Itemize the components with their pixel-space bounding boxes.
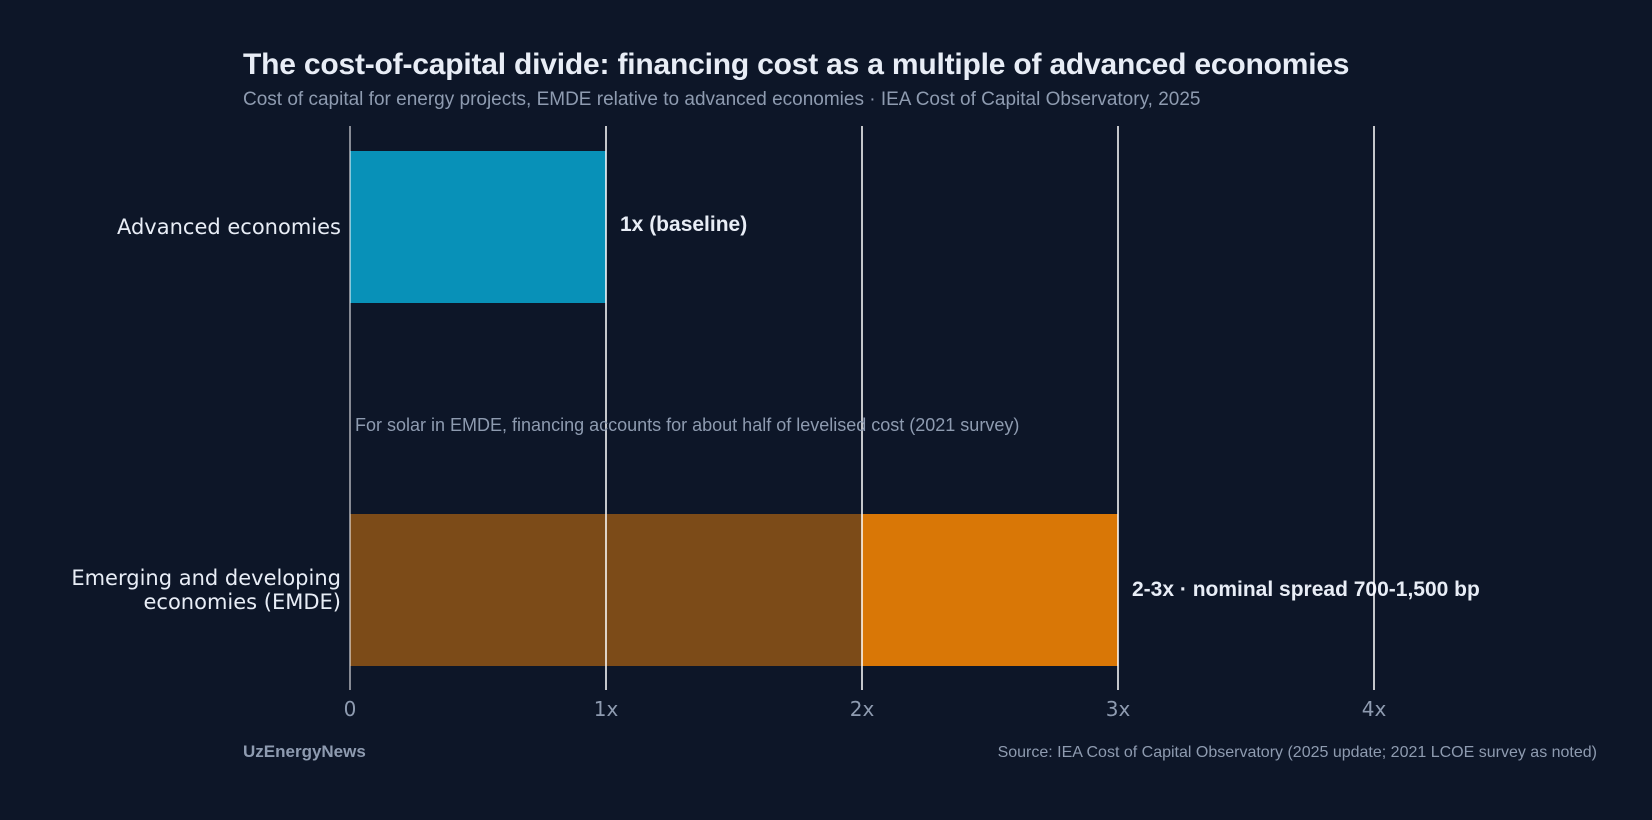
x-tick-label-1x: 1x	[594, 697, 619, 721]
bar-segment-1-1	[862, 514, 1118, 666]
x-tick-label-4x: 4x	[1362, 697, 1387, 721]
chart-title: The cost-of-capital divide: financing co…	[243, 48, 1350, 81]
x-tick-label-2x: 2x	[850, 697, 875, 721]
category-label-0: Advanced economies	[117, 215, 341, 239]
chart-subtitle: Cost of capital for energy projects, EMD…	[243, 89, 1201, 110]
bar-segment-0-0	[350, 151, 606, 303]
source-note: Source: IEA Cost of Capital Observatory …	[997, 744, 1597, 761]
value-label-0: 1x (baseline)	[620, 213, 747, 236]
chart-annotation: For solar in EMDE, financing accounts fo…	[355, 415, 1019, 435]
brand-logo-text: UzEnergyNews	[243, 742, 366, 761]
category-label-1: Emerging and developing economies (EMDE)	[71, 566, 341, 614]
x-tick-label-0: 0	[344, 697, 357, 721]
x-tick-label-3x: 3x	[1106, 697, 1131, 721]
value-label-1: 2-3x · nominal spread 700-1,500 bp	[1132, 578, 1480, 601]
